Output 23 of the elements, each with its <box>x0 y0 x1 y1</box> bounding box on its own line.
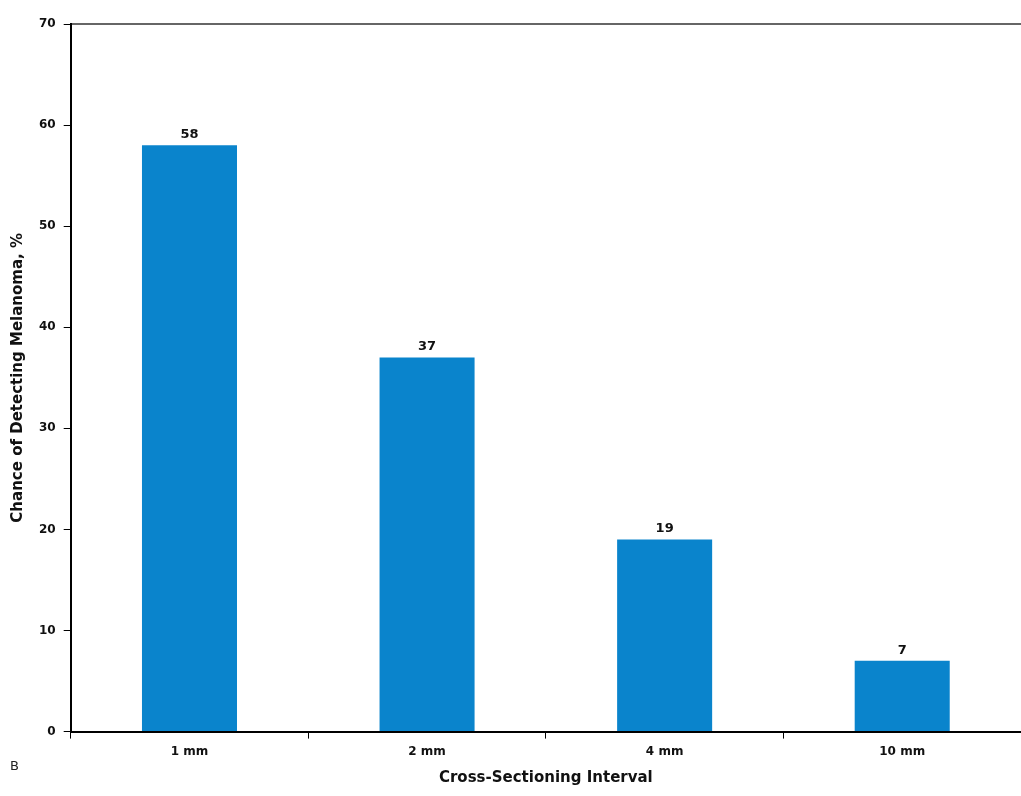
x-tick-label: 4 mm <box>645 743 684 758</box>
bar <box>141 145 237 732</box>
y-tick-label: 20 <box>39 521 56 536</box>
y-tick-label: 50 <box>39 218 56 233</box>
data-label: 37 <box>418 338 437 354</box>
data-label: 19 <box>655 520 674 536</box>
x-tick-label: 2 mm <box>408 743 446 758</box>
y-tick-label: 60 <box>39 117 56 132</box>
y-tick-label: 0 <box>47 723 56 738</box>
x-tick-label: 1 mm <box>170 743 209 758</box>
x-tick-label: 10 mm <box>879 743 926 758</box>
bar <box>379 357 475 732</box>
y-tick-label: 40 <box>39 319 56 334</box>
y-axis-title: Chance of Detecting Melanoma, % <box>7 232 26 523</box>
y-tick-label: 70 <box>39 16 56 31</box>
text: B <box>10 758 19 773</box>
y-tick-label: 10 <box>39 622 56 637</box>
data-label: 58 <box>180 126 199 142</box>
y-tick-label: 30 <box>39 420 56 435</box>
x-axis-title: Cross-Sectioning Interval <box>438 767 653 786</box>
bar <box>854 660 950 732</box>
data-label: 7 <box>897 641 907 657</box>
bar <box>617 539 713 732</box>
